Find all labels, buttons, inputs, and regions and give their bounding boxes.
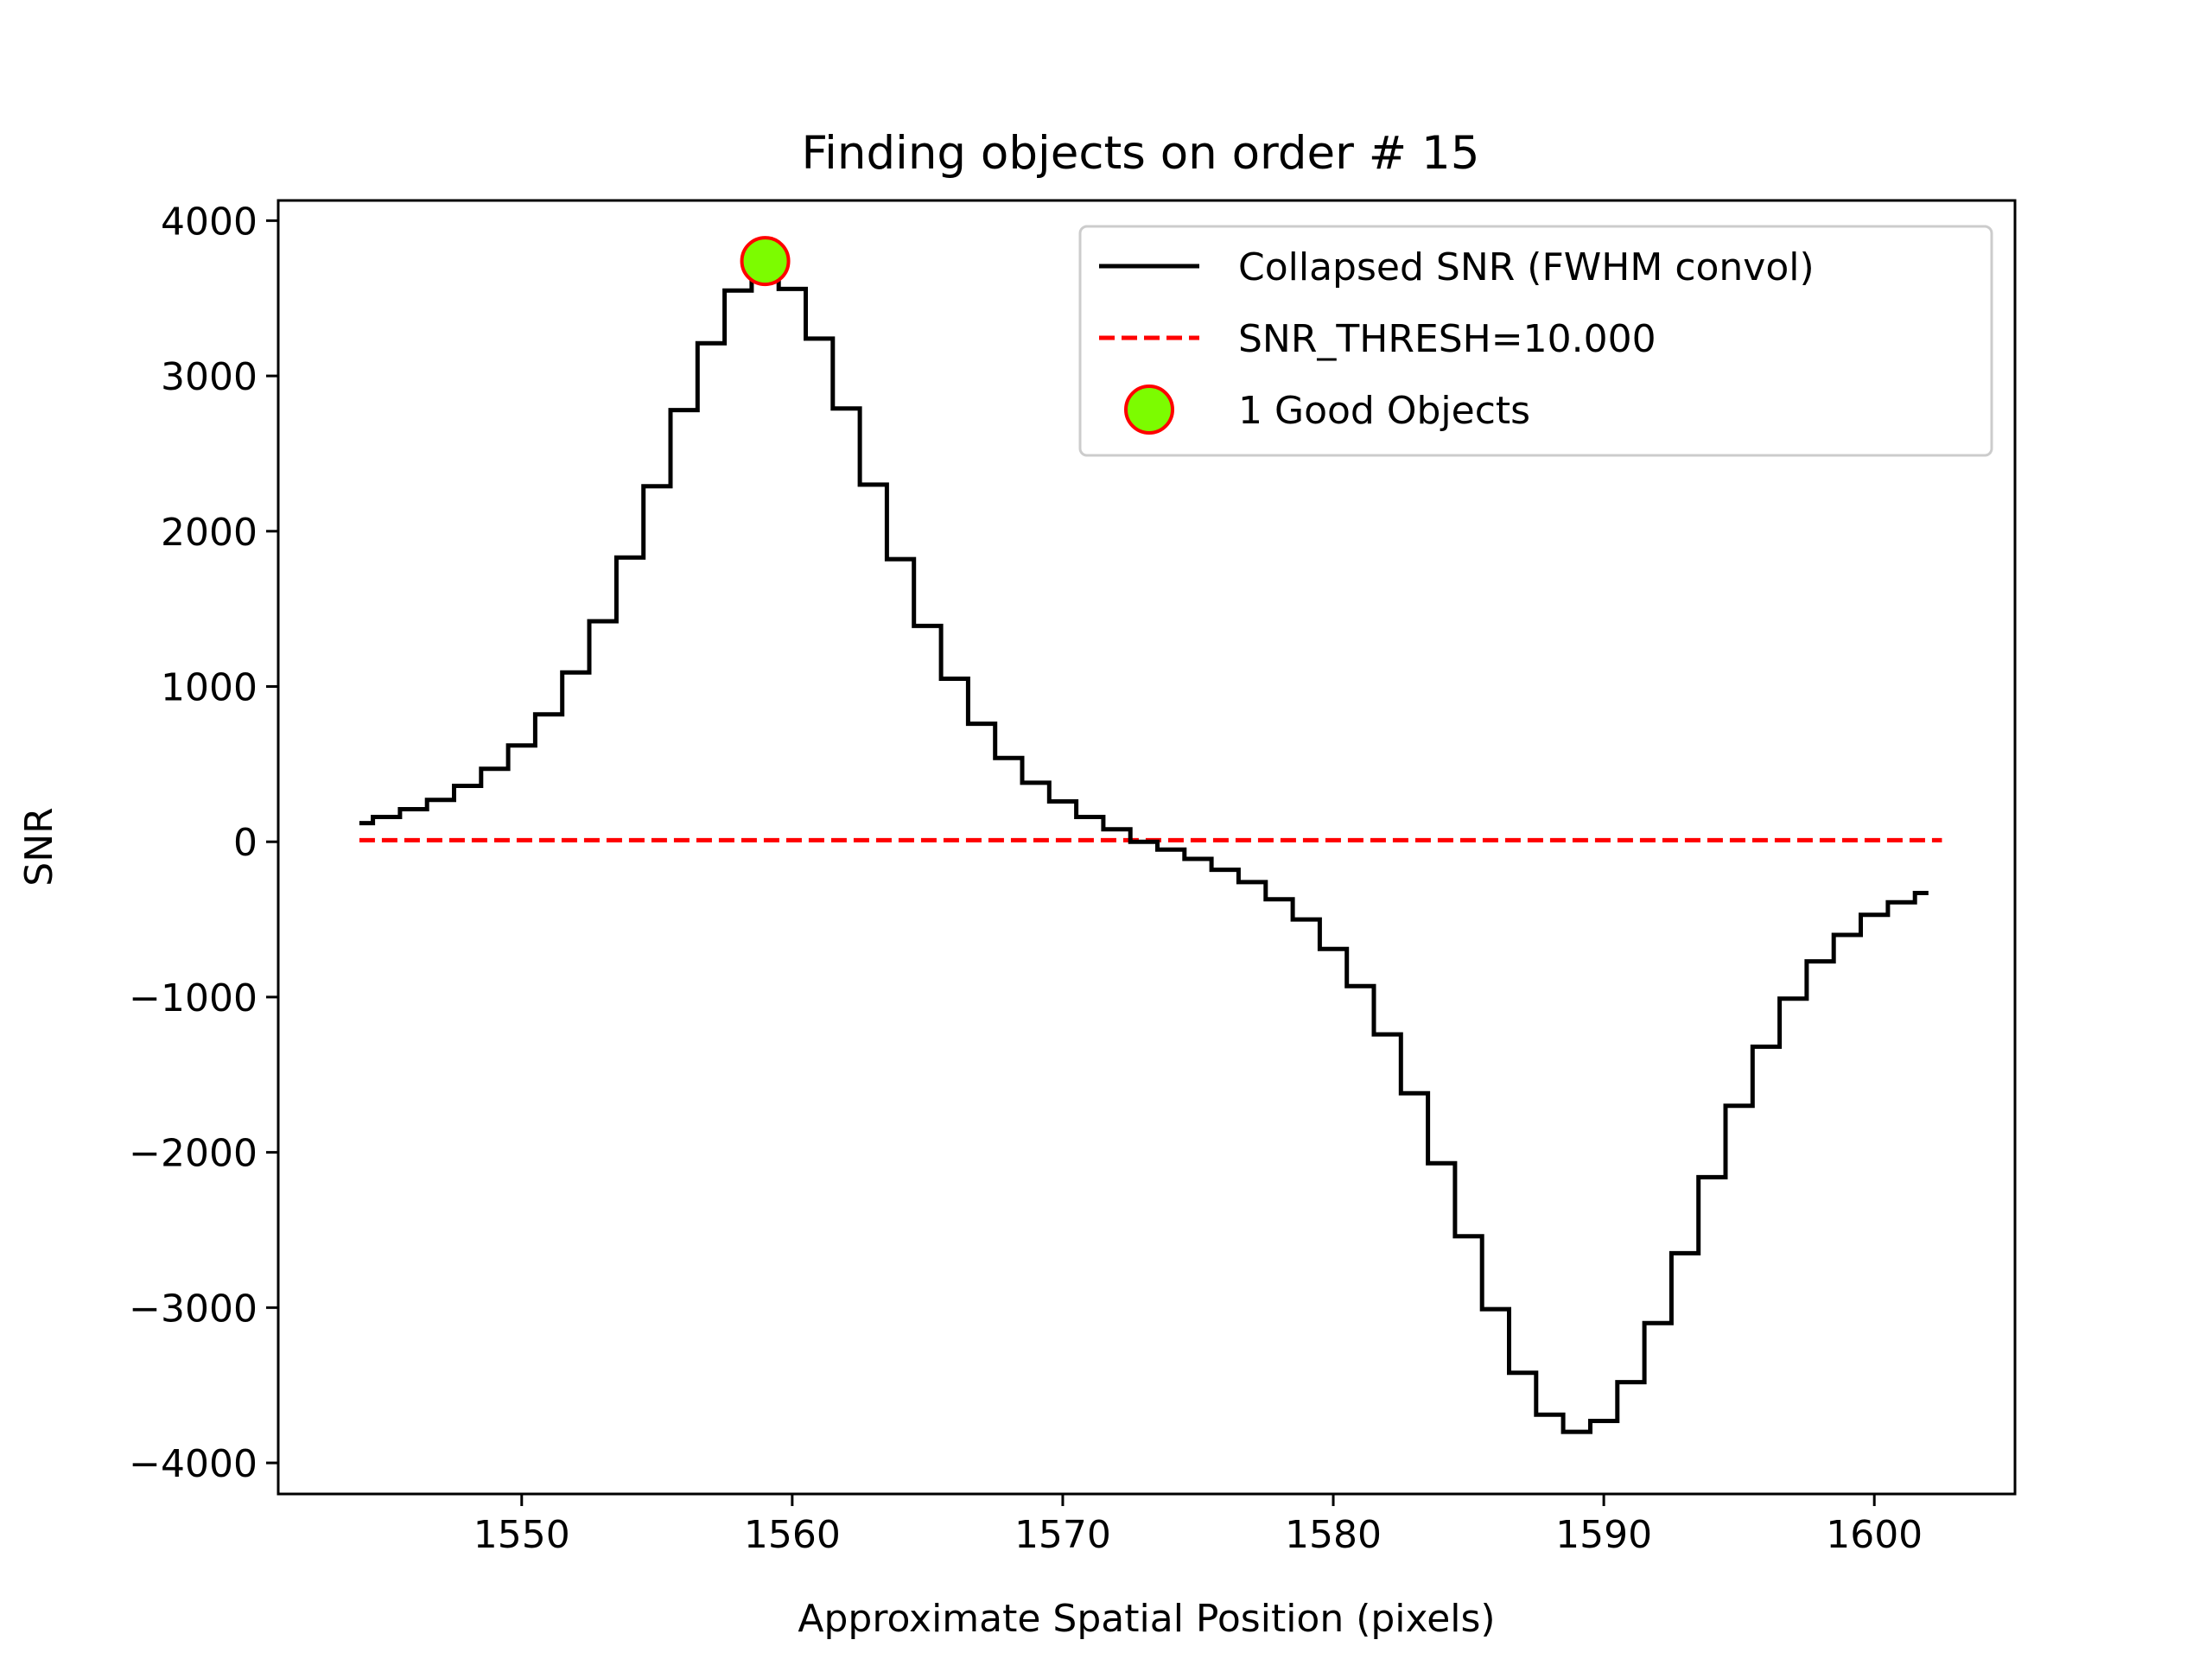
x-axis-label: Approximate Spatial Position (pixels) [798,1597,1495,1641]
x-tick-label: 1550 [474,1513,570,1557]
good-object-marker [740,236,791,287]
y-tick-label: −4000 [129,1442,257,1486]
legend: Collapsed SNR (FWHM convol) SNR_THRESH=1… [1078,225,1993,457]
legend-box [1078,225,1993,457]
y-tick-label: 0 [233,821,257,865]
y-axis: −4000 −3000 −2000 −1000 0 1000 2000 3000 4000 [129,200,278,1486]
y-tick-label: −2000 [129,1132,257,1176]
x-axis: 1550 1560 1570 1580 1590 1600 [474,1494,1923,1557]
legend-entry-threshold: SNR_THRESH=10.000 [1238,317,1656,361]
legend-entry-objects: 1 Good Objects [1238,389,1530,433]
y-axis-label: SNR [17,807,61,886]
snr-step-line [359,258,1929,1434]
chart-title: Finding objects on order # 15 [802,127,1480,180]
x-tick-label: 1580 [1285,1513,1382,1557]
y-tick-label: 2000 [161,511,257,555]
y-tick-label: −3000 [129,1287,257,1331]
legend-entry-snr: Collapsed SNR (FWHM convol) [1238,245,1815,289]
legend-marker-swatch [1124,385,1174,435]
y-tick-label: 3000 [161,355,257,399]
x-tick-label: 1570 [1014,1513,1111,1557]
x-tick-label: 1560 [744,1513,841,1557]
y-tick-label: −1000 [129,976,257,1020]
y-tick-label: 4000 [161,200,257,244]
y-tick-label: 1000 [161,665,257,709]
x-tick-label: 1590 [1555,1513,1652,1557]
x-tick-label: 1600 [1826,1513,1923,1557]
plot-area [359,236,1942,1434]
axes-frame [276,199,2017,1496]
